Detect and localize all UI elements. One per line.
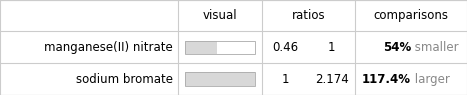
Text: smaller: smaller [411,41,459,54]
Bar [185,41,255,54]
Bar [185,72,255,86]
Text: 2.174: 2.174 [315,73,349,86]
Text: manganese(II) nitrate: manganese(II) nitrate [44,41,173,54]
Text: visual: visual [202,9,237,22]
Text: 1: 1 [328,41,335,54]
Bar [185,72,255,86]
Text: ratios: ratios [292,9,325,22]
Text: larger: larger [411,73,450,86]
Text: 0.46: 0.46 [272,41,298,54]
Bar [185,41,255,54]
Bar [185,72,255,86]
Text: 54%: 54% [383,41,411,54]
Text: comparisons: comparisons [374,9,448,22]
Text: sodium bromate: sodium bromate [76,73,173,86]
Text: 1: 1 [281,73,289,86]
Text: 117.4%: 117.4% [362,73,411,86]
Bar [185,41,217,54]
